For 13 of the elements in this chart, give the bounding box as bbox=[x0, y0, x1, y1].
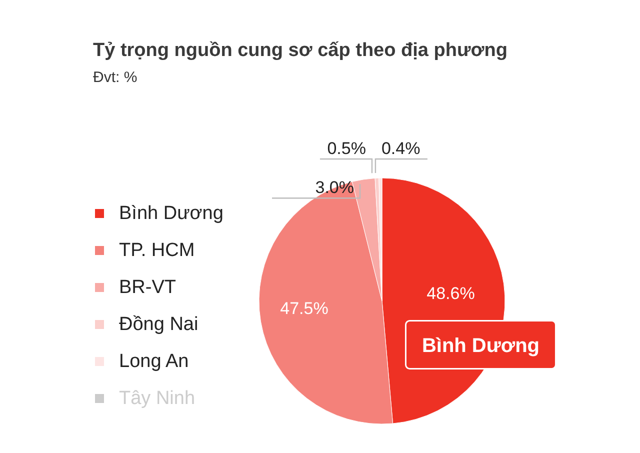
data-label: 47.5% bbox=[280, 299, 328, 318]
legend-label: Long An bbox=[119, 350, 189, 372]
legend-label: Bình Dương bbox=[119, 202, 224, 224]
data-label: 0.5% bbox=[327, 139, 366, 158]
chart-title: Tỷ trọng nguồn cung sơ cấp theo địa phương bbox=[93, 40, 508, 62]
data-label: 3.0% bbox=[315, 178, 354, 198]
data-label: 0.4% bbox=[381, 139, 420, 158]
data-label: 48.6% bbox=[426, 284, 475, 303]
chart-subtitle: Đvt: % bbox=[93, 69, 138, 86]
legend-label: TP. HCM bbox=[119, 240, 195, 262]
legend-label: Đồng Nai bbox=[119, 314, 198, 336]
legend-label: BR-VT bbox=[119, 276, 176, 298]
text: Bình Dương bbox=[422, 334, 540, 357]
